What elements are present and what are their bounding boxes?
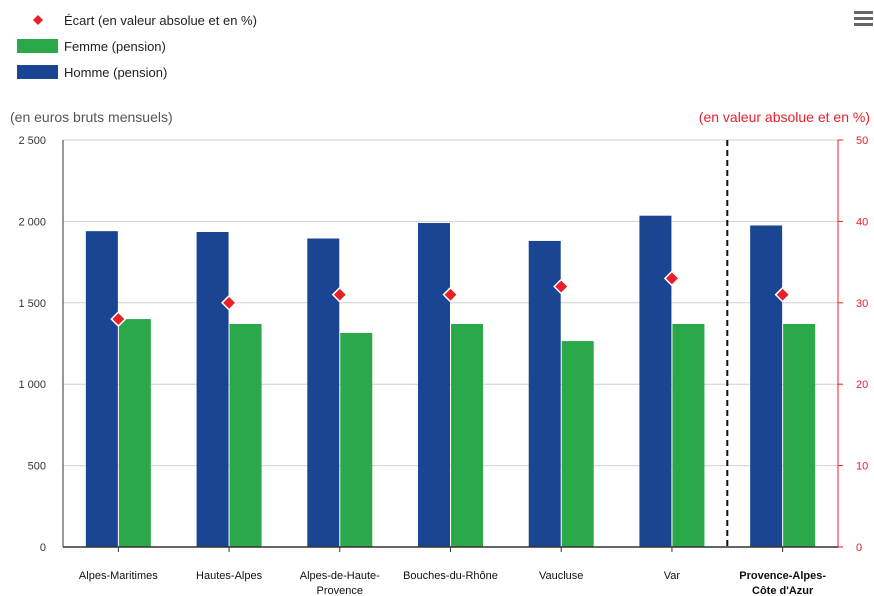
- y-right-tick-label: 30: [856, 298, 868, 310]
- bar-homme[interactable]: [750, 225, 783, 547]
- y-right-tick-label: 20: [856, 379, 868, 391]
- bar-femme[interactable]: [561, 341, 594, 547]
- y-left-tick-label: 1 000: [18, 379, 46, 391]
- category-label: Provence-Alpes-: [739, 570, 826, 582]
- legend: Écart (en valeur absolue et en %) Femme (…: [17, 13, 257, 80]
- y-left-tick-label: 1 500: [18, 298, 46, 310]
- legend-item-femme-pension[interactable]: Femme (pension): [17, 39, 166, 54]
- y-right-tick-label: 40: [856, 216, 868, 228]
- category-label: Alpes-de-Haute-: [300, 570, 380, 582]
- bar-femme[interactable]: [340, 332, 373, 547]
- bar-homme[interactable]: [639, 215, 672, 547]
- category-label: Alpes-Maritimes: [79, 570, 158, 582]
- bar-homme[interactable]: [85, 231, 118, 547]
- category-label: Bouches-du-Rhône: [403, 570, 498, 582]
- category-labels: Alpes-Maritimes Hautes-Alpes Alpes-de-Haut…: [79, 570, 826, 596]
- legend-swatch: [17, 39, 58, 53]
- legend-label: Écart (en valeur absolue et en %): [64, 13, 257, 28]
- bar-femme[interactable]: [118, 319, 151, 547]
- y-right-tick-label: 50: [856, 135, 868, 147]
- bars: [85, 140, 816, 547]
- y-axis-right-ticks: 0 10 20 30 40 50: [838, 135, 868, 554]
- bar-homme[interactable]: [528, 240, 561, 547]
- legend-item-homme-pension[interactable]: Homme (pension): [17, 65, 167, 80]
- category-label: Côte d'Azur: [752, 585, 814, 596]
- category-label: Var: [664, 570, 681, 582]
- y-axis-left-title: (en euros bruts mensuels): [10, 109, 173, 125]
- bar-femme[interactable]: [229, 323, 262, 547]
- y-right-tick-label: 0: [856, 542, 862, 554]
- category-label: Vaucluse: [539, 570, 583, 582]
- bar-homme[interactable]: [307, 238, 340, 547]
- legend-label: Femme (pension): [64, 39, 166, 54]
- difference-markers: [110, 270, 791, 328]
- bar-femme[interactable]: [451, 323, 483, 547]
- legend-label: Homme (pension): [64, 65, 167, 80]
- y-right-tick-label: 10: [856, 461, 868, 473]
- category-label: Hautes-Alpes: [196, 570, 263, 582]
- ecart-marker[interactable]: [663, 270, 680, 287]
- y-left-tick-label: 2 500: [18, 135, 46, 147]
- bar-femme[interactable]: [672, 323, 705, 547]
- legend-item-cart-en-valeur-absolue-et-en[interactable]: Écart (en valeur absolue et en %): [33, 13, 257, 28]
- ecart-marker[interactable]: [110, 311, 127, 328]
- y-axis-left-ticks: 0 500 1 000 1 500 2 000 2 500: [18, 135, 46, 554]
- legend-diamond-icon: [33, 15, 43, 25]
- ecart-marker[interactable]: [774, 286, 791, 303]
- category-label: Provence: [317, 585, 363, 596]
- gridlines: [63, 139, 838, 467]
- legend-swatch: [17, 65, 58, 79]
- bar-femme[interactable]: [783, 323, 816, 547]
- hamburger-menu-icon[interactable]: [854, 11, 873, 26]
- y-left-tick-label: 2 000: [18, 216, 46, 228]
- ecart-marker[interactable]: [553, 278, 570, 295]
- y-left-tick-label: 500: [28, 461, 46, 473]
- ecart-marker[interactable]: [331, 286, 348, 303]
- axes: [62, 140, 839, 552]
- bar-homme[interactable]: [196, 231, 229, 547]
- ecart-marker[interactable]: [442, 286, 459, 303]
- y-left-tick-label: 0: [40, 542, 46, 554]
- ecart-marker[interactable]: [221, 294, 238, 311]
- bar-homme[interactable]: [418, 223, 450, 547]
- y-axis-right-title: (en valeur absolue et en %): [699, 109, 870, 125]
